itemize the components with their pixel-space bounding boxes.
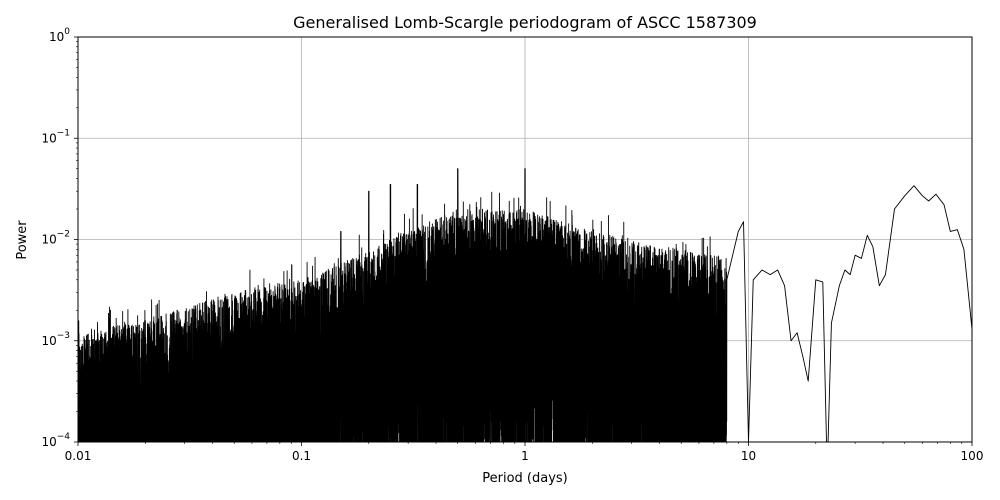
x-axis-ticks: 0.01 0.1 1 10 100: [65, 442, 984, 463]
x-axis-label: Period (days): [482, 471, 568, 486]
y-tick-label: 10−3: [41, 331, 70, 348]
plot-area: [78, 168, 972, 442]
periodogram-line: [78, 168, 972, 442]
y-tick-label: 10−2: [41, 230, 70, 247]
y-axis-ticks: 10−4 10−3 10−2 10−1 100: [41, 27, 78, 449]
y-tick-label: 10−1: [41, 128, 70, 145]
x-tick-label: 1: [521, 449, 529, 463]
x-tick-label: 0.1: [292, 449, 311, 463]
x-tick-label: 10: [741, 449, 756, 463]
x-tick-label: 100: [961, 449, 984, 463]
y-axis-label: Power: [15, 220, 30, 260]
x-tick-label: 0.01: [65, 449, 92, 463]
y-tick-label: 100: [49, 27, 70, 44]
y-tick-label: 10−4: [41, 432, 70, 449]
chart-title: Generalised Lomb-Scargle periodogram of …: [293, 13, 757, 32]
